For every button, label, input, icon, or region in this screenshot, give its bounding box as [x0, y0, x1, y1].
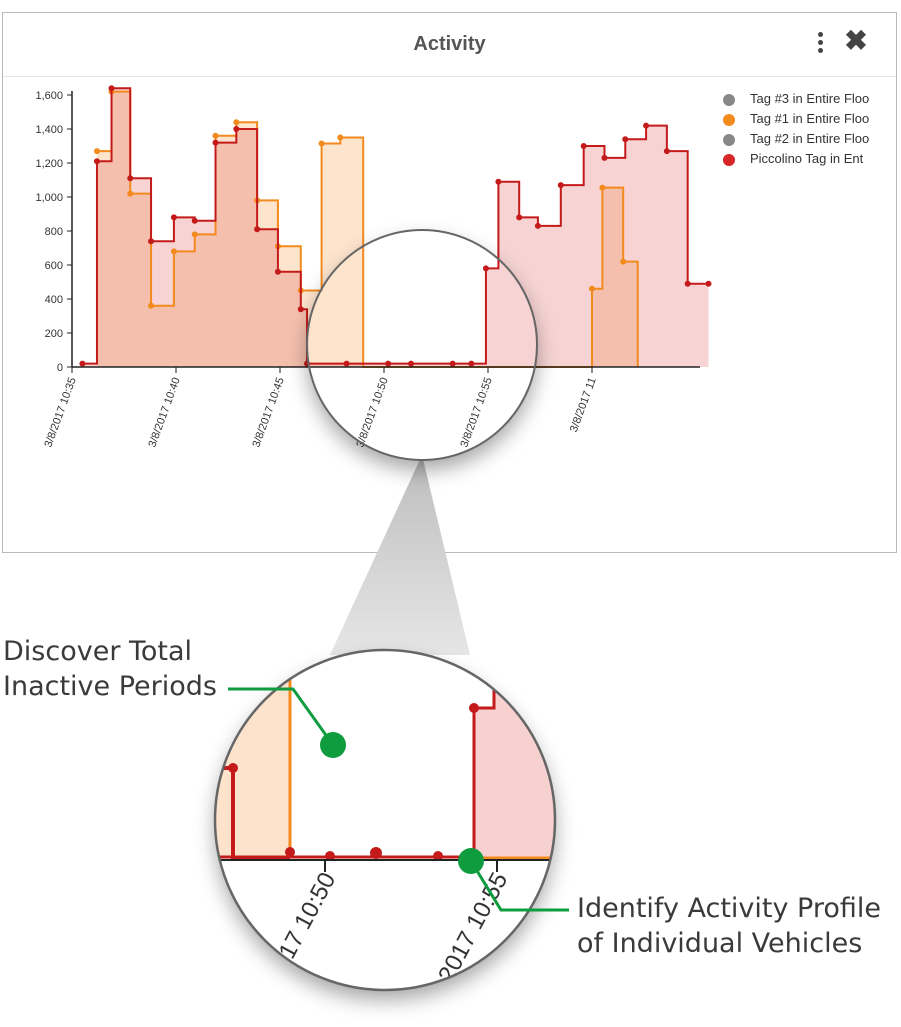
kebab-menu-icon[interactable]: [815, 32, 825, 58]
y-tick-label: 600: [45, 260, 63, 272]
data-point: [557, 182, 564, 189]
data-point: [127, 175, 134, 182]
zoom-cone: [330, 455, 470, 655]
legend-label: Tag #2 in Entire Floo: [750, 131, 870, 146]
legend-label: Tag #1 in Entire Floo: [750, 111, 870, 126]
legend-item-tag3[interactable]: Tag #3 in Entire Floo: [719, 90, 899, 110]
data-point: [233, 119, 240, 126]
callout-line-2: Inactive Periods: [3, 671, 217, 702]
legend-item-tag2[interactable]: Tag #2 in Entire Floo: [719, 130, 899, 150]
chart-legend: Tag #3 in Entire Floo Tag #1 in Entire F…: [719, 90, 899, 170]
magnifier-lens: 3/8/2017 10:50 3/8/2017 10:55: [306, 229, 538, 461]
zoom-circle: 017 10:50 2017 10:55: [213, 648, 557, 992]
x-tick-label: 3/8/2017 10:40: [146, 376, 182, 449]
data-point: [643, 122, 650, 129]
data-point: [580, 143, 587, 149]
lens-data-point: [482, 265, 489, 272]
data-point: [93, 148, 100, 155]
panel-title: Activity: [413, 33, 486, 55]
data-point: [170, 248, 177, 255]
data-point: [599, 184, 606, 191]
series-area-tag-1-in-entire-floo: [96, 91, 638, 367]
y-tick-label: 1,600: [35, 90, 63, 102]
callout-dot-inactive: [320, 732, 346, 758]
data-point: [233, 126, 240, 132]
data-point: [93, 158, 100, 165]
data-point: [212, 139, 219, 146]
callout-dot-profile: [458, 848, 484, 874]
data-point: [191, 231, 198, 238]
data-point: [254, 226, 261, 233]
x-tick-label: 3/8/2017 10:35: [42, 376, 78, 449]
y-tick-label: 1,200: [35, 158, 63, 170]
data-point: [127, 190, 134, 197]
zoom-point: [469, 703, 479, 713]
x-tick-label: 3/8/2017 11: [568, 376, 599, 434]
y-tick-label: 800: [45, 226, 63, 238]
data-point: [516, 214, 523, 221]
data-point: [148, 302, 155, 309]
legend-dot: [723, 114, 735, 126]
data-point: [191, 217, 198, 224]
data-point: [534, 222, 541, 229]
y-tick-label: 400: [45, 294, 63, 306]
legend-item-tag1[interactable]: Tag #1 in Entire Floo: [719, 110, 899, 130]
data-point: [601, 154, 608, 161]
lens-data-point: [449, 360, 456, 367]
legend-dot: [723, 134, 735, 146]
data-point: [337, 134, 344, 141]
legend-dot: [723, 154, 735, 166]
y-tick-label: 1,000: [35, 192, 63, 204]
data-point: [705, 280, 712, 287]
data-point: [108, 85, 115, 92]
y-tick-label: 0: [57, 362, 63, 374]
data-point: [663, 148, 670, 155]
callout-line-profile: [469, 860, 569, 912]
series-area-piccolino-tag-in-ent: [82, 88, 709, 367]
zoom-point: [433, 851, 443, 861]
panel-header: Activity ✖: [3, 13, 896, 77]
y-tick-label: 200: [45, 328, 63, 340]
lens-data-point: [385, 360, 392, 367]
legend-label: Tag #3 in Entire Floo: [750, 91, 870, 106]
data-point: [318, 140, 325, 147]
data-point: [170, 214, 177, 221]
zoom-red-fill: [474, 690, 555, 858]
data-point: [620, 258, 627, 265]
data-point: [212, 132, 219, 139]
data-point: [79, 360, 86, 367]
close-icon[interactable]: ✖: [844, 25, 868, 56]
data-point: [622, 136, 629, 143]
lens-data-point: [468, 360, 475, 367]
data-point: [274, 268, 281, 275]
zoom-point: [370, 847, 382, 859]
data-point: [148, 238, 155, 245]
callout-inactive-periods: Discover Total Inactive Periods: [3, 634, 217, 704]
zoom-point: [325, 851, 335, 861]
zoom-point: [285, 847, 295, 857]
legend-label: Piccolino Tag in Ent: [750, 151, 864, 166]
data-point: [495, 178, 502, 185]
x-tick-label: 3/8/2017 10:45: [250, 376, 286, 449]
lens-data-point: [343, 360, 350, 367]
callout-line-1: Discover Total: [3, 636, 193, 667]
callout-line-1: Identify Activity Profile: [577, 893, 882, 924]
data-point: [684, 280, 691, 287]
zoom-point: [228, 763, 238, 773]
data-point: [589, 285, 595, 292]
callout-line-2: of Individual Vehicles: [577, 928, 863, 959]
data-point: [297, 306, 304, 313]
legend-item-piccolino[interactable]: Piccolino Tag in Ent: [719, 150, 899, 170]
y-tick-label: 1,400: [35, 124, 63, 136]
zoom-circle-border: [213, 648, 557, 992]
legend-dot: [723, 94, 735, 106]
callout-line-inactive: [228, 687, 335, 746]
callout-activity-profile: Identify Activity Profile of Individual …: [577, 891, 881, 961]
lens-data-point: [408, 360, 415, 367]
